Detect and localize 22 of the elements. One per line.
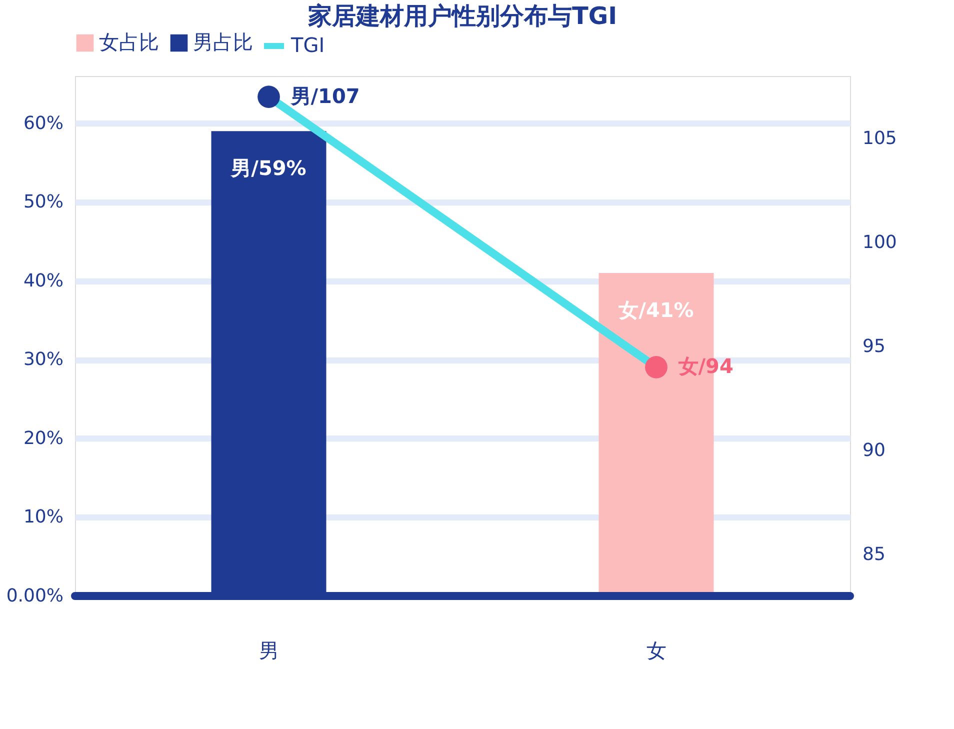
x-tick-label: 女 [646,638,666,662]
data-label: 男/59% [230,156,306,180]
y2-tick-label: 95 [862,336,886,357]
y2-tick-label: 105 [862,128,897,149]
legend-label: 男占比 [193,30,253,54]
x-tick-label: 男 [258,638,279,662]
data-label: 女/41% [618,298,694,322]
y2-tick-label: 100 [862,232,897,253]
y-tick-label: 30% [23,349,64,370]
y-tick-label: 40% [23,270,64,292]
y2-tick-label: 85 [862,544,886,565]
data-label: 男/107 [290,84,360,108]
y-tick-label: 50% [23,192,64,213]
legend-label: 女占比 [99,30,159,54]
data-label: 女/94 [677,354,734,378]
legend-label: TGI [290,33,325,57]
y-tick-label: 60% [23,112,64,134]
y2-tick-label: 90 [862,440,886,461]
y-tick-label: 10% [23,506,64,528]
y-tick-label: 20% [23,428,64,449]
y-tick-label: 0.00% [6,586,64,606]
chart-title: 家居建材用户性别分布与TGI [307,2,617,30]
